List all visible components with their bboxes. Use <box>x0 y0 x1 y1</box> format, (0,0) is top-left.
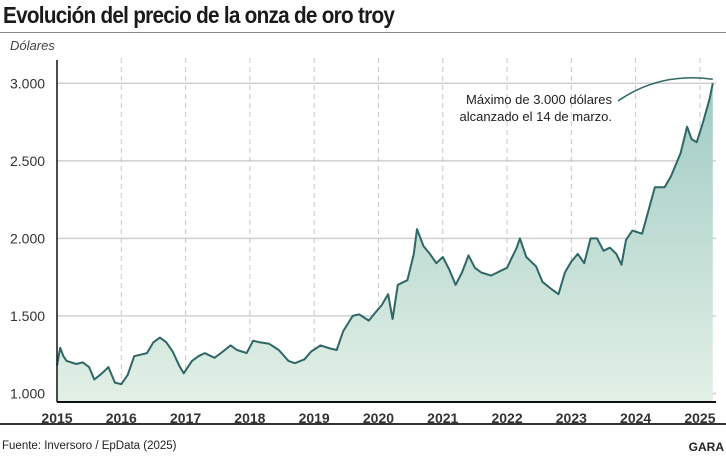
y-tick-label: 2.000 <box>10 230 45 246</box>
x-tick-label: 2022 <box>491 410 522 426</box>
y-tick-label: 1.500 <box>10 308 45 324</box>
y-tick-label: 1.000 <box>10 385 45 401</box>
y-tick-label: 2.500 <box>10 153 45 169</box>
annotation-text: alcanzado el 14 de marzo. <box>460 109 612 124</box>
annotation-connector <box>617 77 713 102</box>
x-tick-label: 2017 <box>170 410 201 426</box>
y-axis-label: Dólares <box>10 38 55 53</box>
x-tick-label: 2016 <box>106 410 137 426</box>
x-tick-label: 2020 <box>363 410 394 426</box>
title-divider <box>0 32 726 33</box>
footer-divider <box>0 423 726 425</box>
x-tick-label: 2018 <box>234 410 265 426</box>
max-annotation: Máximo de 3.000 dólares alcanzado el 14 d… <box>460 77 713 124</box>
brand-logo: GARA <box>688 440 724 454</box>
y-tick-label: 3.000 <box>10 75 45 91</box>
price-line <box>56 83 714 386</box>
x-tick-label: 2021 <box>427 410 458 426</box>
x-tick-label: 2023 <box>556 410 587 426</box>
chart-title: Evolución del precio de la onza de oro t… <box>3 2 395 28</box>
price-area <box>57 83 713 403</box>
source-note: Fuente: Inversoro / EpData (2025) <box>2 440 177 452</box>
x-tick-label: 2015 <box>41 410 72 426</box>
x-tick-label: 2024 <box>620 410 651 426</box>
x-tick-label: 2025 <box>684 410 715 426</box>
annotation-text: Máximo de 3.000 dólares <box>466 92 612 107</box>
x-tick-label: 2019 <box>299 410 330 426</box>
